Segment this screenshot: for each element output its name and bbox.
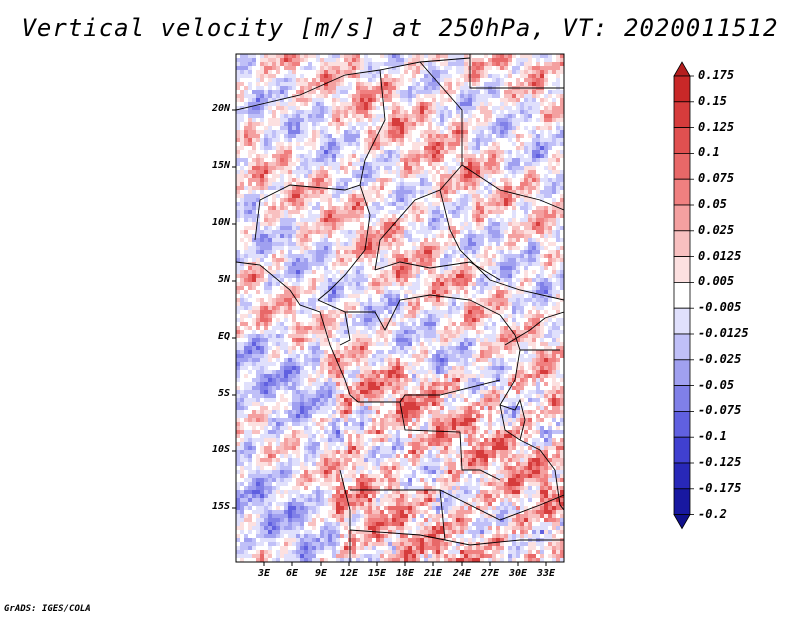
colorbar-label: -0.075: [698, 403, 742, 418]
border-line: [317, 299, 351, 346]
colorbar-label: -0.05: [698, 377, 735, 392]
colorbar: [673, 61, 694, 530]
colorbar-segment: [673, 488, 691, 515]
grads-credit: GrADS: IGES/COLA: [4, 604, 91, 614]
colorbar-label: 0.15: [698, 93, 727, 108]
border-line: [439, 489, 564, 546]
map-title: Vertical velocity [m/s] at 250hPa, VT: 2…: [21, 14, 779, 42]
colorbar-segment: [673, 256, 691, 283]
border-line: [461, 164, 564, 211]
colorbar-segment: [673, 204, 691, 232]
border-line: [504, 311, 564, 346]
lat-tick-label: 10N: [211, 217, 230, 228]
colorbar-segment: [673, 436, 691, 464]
border-line: [374, 261, 501, 281]
lat-tick-label: 15N: [211, 160, 230, 171]
colorbar-segment: [673, 101, 691, 129]
lat-tick-label: 20N: [211, 103, 230, 114]
colorbar-segment: [673, 462, 691, 490]
border-line: [519, 439, 564, 511]
colorbar-label: -0.005: [698, 300, 742, 315]
border-line: [236, 261, 359, 403]
lon-tick-label: 30E: [508, 568, 528, 579]
colorbar-segment: [673, 385, 691, 412]
colorbar-label: -0.0125: [698, 326, 749, 340]
colorbar-segment: [673, 127, 691, 154]
colorbar-segment: [673, 75, 691, 103]
lon-tick-label: 3E: [257, 568, 271, 579]
country-borders: [236, 54, 564, 562]
colorbar-label: 0.175: [698, 68, 735, 82]
border-line: [254, 69, 386, 241]
colorbar-label: 0.0125: [698, 248, 742, 263]
lat-tick-label: 5S: [217, 388, 230, 399]
border-line: [469, 54, 564, 89]
colorbar-bottom-arrow: [673, 514, 691, 530]
lat-tick-label: 10S: [211, 444, 230, 455]
colorbar-label: 0.125: [698, 119, 735, 134]
border-line: [345, 294, 501, 331]
colorbar-segment: [673, 178, 691, 206]
colorbar-label: 0.025: [698, 222, 735, 237]
colorbar-top-arrow: [673, 61, 691, 77]
lat-tick-label: EQ: [217, 331, 230, 342]
velocity-field: [236, 54, 564, 562]
colorbar-label: -0.175: [698, 480, 742, 495]
colorbar-label: -0.025: [698, 351, 742, 366]
border-line: [349, 529, 446, 541]
colorbar-label: -0.1: [698, 429, 727, 444]
colorbar-label: 0.005: [698, 274, 735, 289]
border-line: [236, 57, 471, 111]
lat-tick-label: 15S: [211, 501, 230, 512]
border-line: [499, 398, 526, 441]
lon-tick-label: 33E: [536, 568, 556, 579]
colorbar-segment: [673, 230, 691, 258]
lon-tick-label: 27E: [480, 568, 500, 579]
colorbar-label: -0.125: [698, 455, 742, 469]
border-line: [339, 469, 351, 562]
border-line: [499, 314, 521, 441]
lon-tick-label: 12E: [339, 568, 359, 579]
colorbar-segment: [673, 359, 691, 386]
colorbar-label: 0.05: [698, 197, 727, 211]
map-frame: [235, 53, 565, 563]
lon-tick-label: 15E: [367, 568, 387, 579]
colorbar-label: -0.2: [698, 506, 727, 521]
lon-tick-label: 24E: [452, 568, 472, 579]
lat-tick-label: 5N: [217, 274, 230, 285]
lon-tick-label: 21E: [423, 568, 443, 579]
border-line: [350, 489, 564, 521]
colorbar-segment: [673, 152, 691, 180]
border-line: [317, 184, 371, 301]
colorbar-segment: [673, 410, 691, 438]
border-line: [399, 379, 501, 403]
colorbar-label: 0.075: [698, 171, 735, 186]
lon-tick-label: 9E: [314, 568, 328, 579]
colorbar-segment: [673, 281, 691, 309]
colorbar-label: 0.1: [698, 145, 720, 160]
axis-ticks: [232, 109, 547, 566]
lon-tick-label: 18E: [395, 568, 415, 579]
colorbar-segment: [673, 333, 691, 361]
lon-tick-label: 6E: [285, 568, 299, 579]
colorbar-segment: [673, 307, 691, 335]
